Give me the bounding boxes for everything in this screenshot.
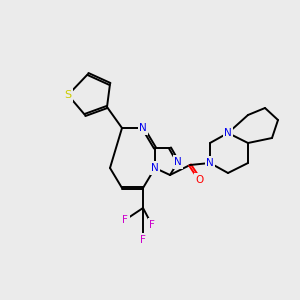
- Text: F: F: [122, 215, 128, 225]
- Text: N: N: [139, 123, 147, 133]
- Text: F: F: [149, 220, 155, 230]
- Text: N: N: [151, 163, 159, 173]
- Text: S: S: [64, 90, 72, 100]
- Text: N: N: [174, 157, 182, 167]
- Text: O: O: [196, 175, 204, 185]
- Text: N: N: [206, 158, 214, 168]
- Text: F: F: [140, 235, 146, 245]
- Text: N: N: [224, 128, 232, 138]
